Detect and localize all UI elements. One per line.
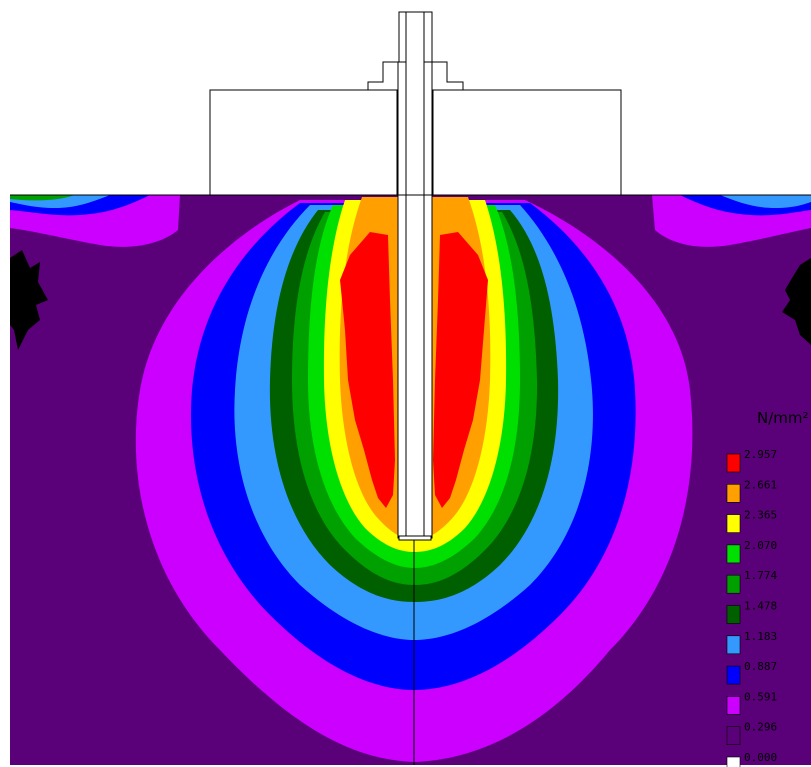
legend-value-label: 2.365 xyxy=(744,509,777,522)
corner-band-right-lightblue xyxy=(720,195,811,208)
legend-value-label: 2.661 xyxy=(744,478,777,491)
corner-band-left-green xyxy=(10,195,75,201)
anchor-shaft-tip xyxy=(398,535,432,541)
black-patch-right xyxy=(782,258,811,345)
legend-value-label: 0.887 xyxy=(744,660,777,673)
legend-swatch xyxy=(726,483,741,503)
legend-value-label: 2.070 xyxy=(744,539,777,552)
legend-swatch xyxy=(726,574,741,594)
legend-value-label: 1.774 xyxy=(744,569,777,582)
legend-swatch xyxy=(726,696,741,715)
legend-swatch xyxy=(726,605,741,624)
base-plate-right xyxy=(432,89,622,196)
anchor-shaft-core xyxy=(405,11,425,539)
color-legend: N/mm² 2.957 2.661 2.365 2.070 1.774 1.478 1.18… xyxy=(726,409,809,767)
legend-unit-label: N/mm² xyxy=(757,409,809,427)
legend-swatch xyxy=(726,635,741,655)
legend-swatch xyxy=(726,544,741,564)
legend-value-label: 0.000 xyxy=(744,751,777,764)
contour-band-2-661-left xyxy=(340,232,395,508)
legend-value-label: 0.591 xyxy=(744,690,777,703)
base-plate-left xyxy=(209,89,398,196)
legend-swatch xyxy=(726,756,741,767)
legend-value-label: 1.478 xyxy=(744,600,777,613)
contour-band-2-661-right xyxy=(433,232,488,508)
legend-swatch xyxy=(726,726,741,746)
legend-swatch xyxy=(726,453,741,473)
legend-value-label: 0.296 xyxy=(744,721,777,734)
legend-value-label: 2.957 xyxy=(744,448,777,461)
legend-swatch xyxy=(726,514,741,533)
black-patch-left xyxy=(10,250,48,350)
legend-value-label: 1.183 xyxy=(744,630,777,643)
legend-swatch xyxy=(726,665,741,685)
